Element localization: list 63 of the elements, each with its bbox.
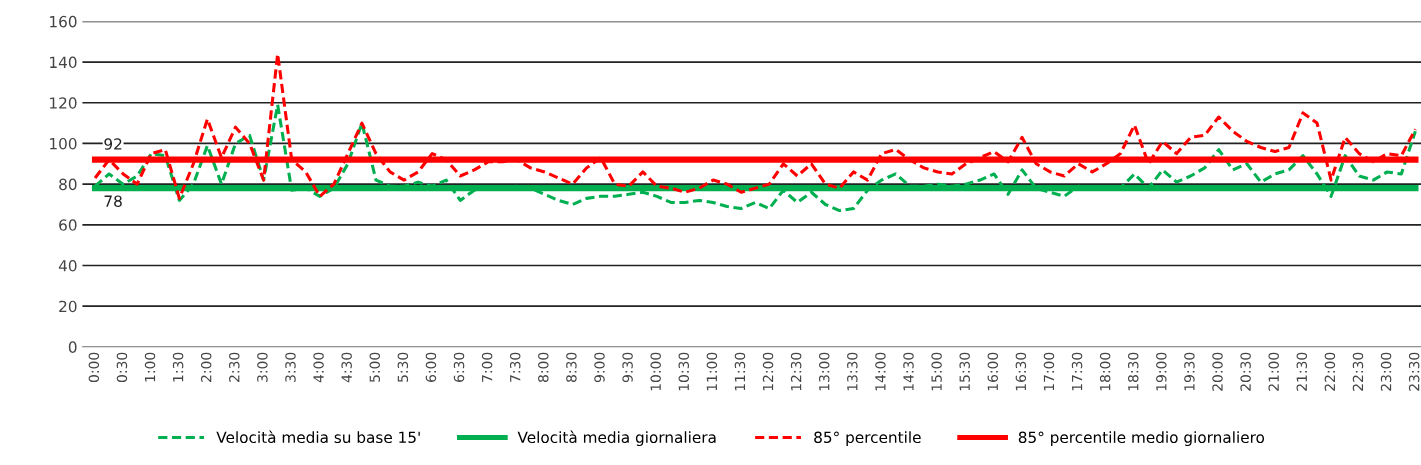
x-tick-label: 7:00 [481, 352, 493, 382]
x-tick-label: 10:00 [650, 352, 661, 391]
x-tick-label: 22:30 [1352, 352, 1364, 391]
legend-label: Velocità media su base 15' [216, 430, 420, 444]
x-tick-label: 9:00 [594, 352, 605, 383]
x-tick-label: 23:30 [1408, 352, 1420, 391]
x-tick-label: 16:00 [987, 352, 999, 391]
x-tick-label: 6:00 [425, 352, 437, 382]
data-label: 92 [104, 138, 122, 150]
x-tick-label: 2:00 [200, 352, 212, 382]
x-tick-label: 0:30 [116, 352, 128, 383]
y-tick-label: 20 [59, 300, 77, 313]
x-tick-label: 19:00 [1156, 352, 1167, 391]
x-tick-label: 2:30 [229, 352, 240, 382]
x-tick-label: 3:30 [285, 352, 296, 382]
x-tick-label: 14:00 [875, 352, 886, 391]
x-tick-label: 18:30 [1127, 352, 1139, 391]
x-tick-label: 14:30 [903, 352, 914, 391]
x-tick-label: 0:00 [88, 352, 100, 383]
legend-label: 85° percentile medio giornaliero [1018, 431, 1265, 447]
y-tick-label: 40 [58, 259, 77, 272]
x-tick-label: 22:00 [1324, 352, 1336, 391]
x-tick-label: 12:30 [790, 352, 802, 391]
y-tick-label: 80 [59, 178, 77, 191]
x-tick-label: 16:30 [1015, 352, 1027, 391]
y-tick-label: 120 [50, 97, 77, 109]
y-tick-label: 140 [50, 56, 77, 69]
x-tick-label: 1:30 [172, 352, 184, 382]
x-tick-label: 6:30 [453, 352, 465, 382]
x-tick-label: 13:30 [847, 352, 858, 391]
x-tick-label: 12:00 [762, 352, 774, 391]
x-tick-label: 10:30 [678, 352, 690, 391]
x-tick-label: 18:00 [1099, 352, 1111, 391]
x-tick-label: 20:30 [1240, 352, 1251, 391]
y-tick-label: 60 [59, 219, 77, 231]
x-tick-label: 8:30 [566, 352, 577, 382]
x-tick-label: 15:30 [959, 352, 970, 391]
x-tick-label: 5:30 [397, 352, 409, 382]
x-tick-label: 20:00 [1212, 352, 1223, 391]
x-tick-label: 3:00 [257, 352, 268, 382]
x-tick-label: 23:00 [1380, 352, 1392, 391]
legend-label: Velocità media giornaliera [517, 430, 716, 447]
x-tick-label: 7:30 [509, 352, 521, 382]
x-tick-label: 5:00 [369, 352, 381, 382]
legend-label: 85° percentile [814, 431, 921, 447]
x-tick-label: 1:00 [144, 352, 156, 382]
x-tick-label: 11:00 [706, 352, 718, 391]
x-tick-label: 13:00 [818, 352, 830, 391]
x-tick-label: 19:30 [1184, 352, 1195, 391]
x-tick-label: 11:30 [734, 352, 746, 391]
x-tick-label: 8:00 [538, 352, 549, 382]
x-tick-label: 9:30 [622, 352, 633, 383]
y-tick-label: 160 [50, 15, 77, 28]
y-tick-label: 100 [50, 137, 77, 150]
x-tick-label: 17:30 [1071, 352, 1083, 391]
y-tick-label: 0 [68, 341, 77, 353]
data-label: 78 [104, 195, 122, 207]
x-tick-label: 4:00 [313, 352, 324, 383]
x-tick-label: 21:00 [1268, 352, 1279, 391]
x-tick-label: 15:00 [931, 352, 942, 391]
x-tick-label: 4:30 [341, 352, 352, 383]
x-tick-label: 21:30 [1296, 352, 1308, 391]
x-tick-label: 17:00 [1043, 352, 1055, 391]
